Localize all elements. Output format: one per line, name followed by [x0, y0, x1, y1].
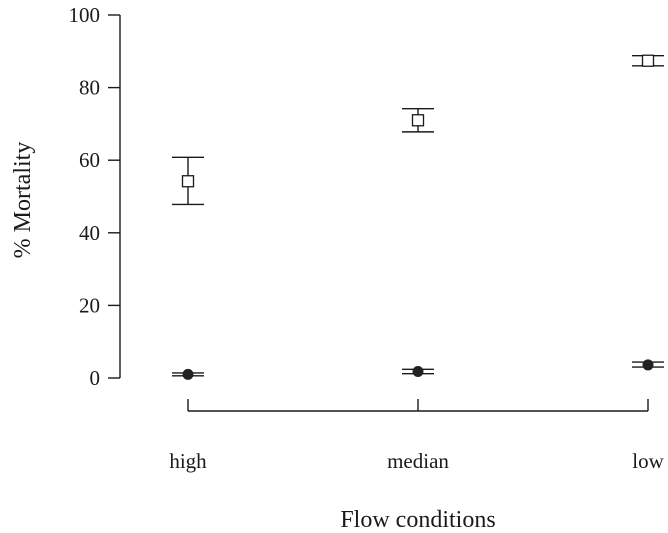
data-point-circle — [412, 365, 424, 377]
data-point-square — [641, 54, 655, 67]
data-point-circle — [642, 359, 654, 371]
y-tick-label: 40 — [79, 221, 100, 245]
series-2 — [172, 359, 664, 380]
x-tick-label: low — [632, 449, 664, 473]
data-point-square — [181, 175, 195, 188]
y-tick-label: 60 — [79, 148, 100, 172]
series-layer — [172, 54, 664, 380]
x-axis-title: Flow conditions — [340, 507, 495, 533]
y-tick-label: 20 — [79, 293, 100, 317]
y-tick-label: 80 — [79, 76, 100, 100]
x-tick-label: median — [387, 449, 449, 473]
x-axis: high median low — [169, 399, 665, 473]
x-axis-group: high median low — [169, 399, 665, 473]
y-tick-label: 0 — [90, 366, 101, 390]
y-tick-label: 100 — [69, 3, 101, 27]
series-1 — [172, 54, 664, 206]
data-point-circle — [182, 368, 194, 380]
y-ticks: 0 20 40 60 80 100 — [69, 3, 120, 390]
y-axis: 0 20 40 60 80 100 — [69, 3, 121, 390]
y-axis-title: % Mortality — [10, 142, 36, 259]
data-point-square — [411, 114, 425, 127]
x-tick-label: high — [169, 449, 207, 473]
